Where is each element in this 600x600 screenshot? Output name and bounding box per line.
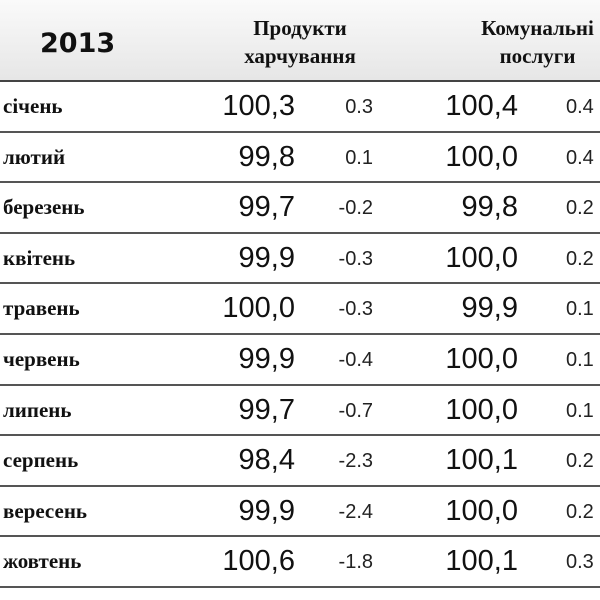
food-index: 99,9 <box>238 343 295 375</box>
food-change: -0.4 <box>338 349 373 371</box>
column-header: Комунальні послуги <box>481 16 594 68</box>
month-cell: березень <box>3 195 85 220</box>
year: 2013 <box>40 28 116 59</box>
utilities-index: 100,0 <box>445 393 518 426</box>
food-index: 99,9 <box>238 241 295 274</box>
row-separator <box>0 535 600 538</box>
food-change: -0.3 <box>338 298 373 321</box>
utilities-index: 100,0 <box>445 343 518 375</box>
utilities-index: 100,1 <box>445 444 518 477</box>
utilities-change: 0.3 <box>566 551 594 574</box>
month-cell: травень <box>3 296 80 321</box>
food-index: 100,0 <box>222 292 295 325</box>
utilities-index: 99,8 <box>461 191 518 224</box>
month-cell: серпень <box>3 448 79 473</box>
utilities-index: 99,9 <box>461 292 518 325</box>
utilities-change: 0.4 <box>566 96 594 118</box>
column-header: Продукти харчування <box>244 16 356 68</box>
month-cell: квітень <box>3 245 76 270</box>
month-cell: вересень <box>3 498 88 523</box>
utilities-change: 0.2 <box>566 247 594 270</box>
food-index: 99,7 <box>238 191 295 224</box>
food-index: 100,6 <box>222 545 295 578</box>
food-change: -0.7 <box>338 399 373 422</box>
row-separator <box>0 333 600 335</box>
row-separator <box>0 434 600 437</box>
utilities-change: 0.2 <box>566 500 594 523</box>
food-change: -0.3 <box>338 247 373 270</box>
row-separator <box>0 586 600 588</box>
month-cell: лютий <box>3 144 66 169</box>
food-change: -2.3 <box>338 450 373 473</box>
row-separator <box>0 231 600 234</box>
utilities-index: 100,0 <box>445 241 518 274</box>
food-change: -2.4 <box>338 500 373 523</box>
month-cell: червень <box>3 347 80 371</box>
row-separator <box>0 130 600 133</box>
utilities-change: 0.2 <box>566 450 594 473</box>
food-index: 98,4 <box>238 444 295 477</box>
food-change: -0.2 <box>338 197 373 220</box>
food-change: 0.3 <box>345 96 373 118</box>
utilities-change: 0.1 <box>566 298 594 321</box>
food-index: 99,7 <box>238 393 295 426</box>
utilities-index: 100,0 <box>445 494 518 527</box>
utilities-change: 0.1 <box>566 399 594 422</box>
utilities-index: 100,0 <box>445 140 518 173</box>
food-change: 0.1 <box>345 146 373 169</box>
month-cell: січень <box>3 94 63 118</box>
utilities-index: 100,1 <box>445 545 518 578</box>
header-band <box>0 0 600 82</box>
utilities-change: 0.4 <box>566 146 594 169</box>
row-separator <box>0 181 600 184</box>
row-separator <box>0 282 600 285</box>
utilities-index: 100,4 <box>445 90 518 122</box>
month-cell: липень <box>3 397 72 422</box>
row-separator <box>0 383 600 386</box>
utilities-change: 0.1 <box>566 349 594 371</box>
food-index: 99,8 <box>238 140 295 173</box>
food-change: -1.8 <box>338 551 373 574</box>
food-index: 99,9 <box>238 494 295 527</box>
month-cell: жовтень <box>3 549 82 574</box>
food-index: 100,3 <box>222 90 295 122</box>
utilities-change: 0.2 <box>566 197 594 220</box>
row-separator <box>0 484 600 487</box>
